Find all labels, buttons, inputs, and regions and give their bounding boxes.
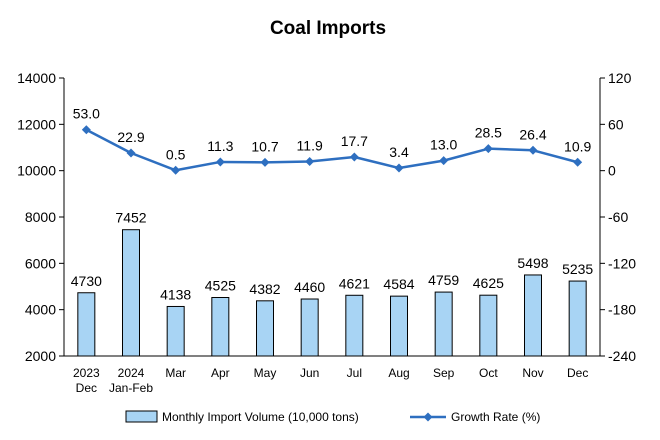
x-tick-label: Aug bbox=[388, 366, 409, 380]
growth-rate-point-1 bbox=[126, 148, 136, 158]
growth-rate-label: 22.9 bbox=[117, 129, 144, 145]
growth-rate-label: 0.5 bbox=[166, 146, 186, 162]
growth-rate-point-7 bbox=[394, 163, 404, 173]
growth-rate-point-11 bbox=[573, 157, 583, 167]
bar-value-label: 4621 bbox=[339, 275, 370, 291]
right-tick-label: -120 bbox=[608, 255, 636, 271]
x-tick-label: 2023 bbox=[73, 366, 100, 380]
growth-rate-point-4 bbox=[260, 157, 270, 167]
growth-rate-point-2 bbox=[171, 165, 181, 175]
right-tick-label: 120 bbox=[608, 70, 632, 86]
growth-rate-point-3 bbox=[215, 157, 225, 167]
plot-area: 4730 7452 4138 4525 4382 4460 4621 4584 4759 4625… bbox=[17, 70, 636, 395]
chart-title: Coal Imports bbox=[270, 18, 386, 39]
growth-rate-point-10 bbox=[528, 145, 538, 155]
x-tick-label: Jun bbox=[300, 366, 319, 380]
x-tick-label: 2024 bbox=[118, 366, 145, 380]
x-tick-label: May bbox=[254, 366, 277, 380]
bar-8 bbox=[434, 291, 453, 357]
legend-bar-label: Monthly Import Volume (10,000 tons) bbox=[162, 410, 359, 424]
left-tick-label: 10000 bbox=[17, 163, 56, 179]
bar-value-label: 4525 bbox=[205, 278, 236, 294]
bar-1 bbox=[122, 229, 140, 357]
left-tick-label: 12000 bbox=[17, 116, 56, 132]
legend-line-label: Growth Rate (%) bbox=[451, 410, 540, 424]
left-tick-label: 14000 bbox=[17, 70, 56, 86]
bar-7 bbox=[390, 295, 408, 357]
growth-rate-label: 13.0 bbox=[430, 137, 457, 153]
bar-10 bbox=[524, 274, 542, 357]
bar-value-label: 4460 bbox=[294, 279, 325, 295]
left-tick-label: 2000 bbox=[25, 348, 56, 364]
growth-rate-label: 3.4 bbox=[389, 144, 409, 160]
bar-value-label: 4625 bbox=[473, 275, 504, 291]
growth-rate-label: 28.5 bbox=[475, 125, 502, 141]
growth-rate-label: 11.3 bbox=[207, 138, 233, 154]
right-tick-label: -240 bbox=[608, 348, 636, 364]
growth-rate-point-9 bbox=[483, 144, 493, 154]
bar-value-label: 4759 bbox=[428, 272, 459, 288]
bar-11 bbox=[568, 280, 587, 357]
bar-value-label: 5235 bbox=[562, 261, 593, 277]
bar-6 bbox=[345, 294, 364, 357]
bar-5 bbox=[300, 298, 319, 357]
legend-bar-swatch bbox=[125, 410, 158, 423]
x-tick-label: Apr bbox=[211, 366, 230, 380]
growth-rate-label: 10.7 bbox=[251, 138, 278, 154]
bar-value-label: 4138 bbox=[160, 286, 191, 302]
bar-3 bbox=[211, 297, 230, 357]
x-tick-label: Nov bbox=[522, 366, 543, 380]
left-tick-label: 4000 bbox=[25, 302, 56, 318]
growth-rate-label: 26.4 bbox=[519, 126, 546, 142]
x-tick-label: Oct bbox=[479, 366, 498, 380]
x-tick-label: Jan-Feb bbox=[109, 381, 153, 395]
right-tick-label: 0 bbox=[608, 163, 616, 179]
bar-value-label: 4730 bbox=[71, 273, 102, 289]
left-tick-label: 8000 bbox=[25, 209, 56, 225]
x-tick-label: Jul bbox=[347, 366, 362, 380]
growth-rate-label: 53.0 bbox=[73, 106, 100, 122]
right-tick-label: 60 bbox=[608, 116, 624, 132]
growth-rate-label: 10.9 bbox=[564, 138, 591, 154]
bar-2 bbox=[166, 305, 185, 357]
right-tick-label: -180 bbox=[608, 302, 636, 318]
x-tick-label: Sep bbox=[433, 366, 455, 380]
bar-value-label: 5498 bbox=[517, 255, 548, 271]
left-tick-label: 6000 bbox=[25, 255, 56, 271]
bar-4 bbox=[256, 300, 274, 357]
growth-rate-label: 17.7 bbox=[341, 133, 368, 149]
x-tick-label: Mar bbox=[165, 366, 186, 380]
growth-rate-point-8 bbox=[439, 156, 449, 166]
legend: Monthly Import Volume (10,000 tons) Growt… bbox=[125, 410, 540, 424]
bar-0 bbox=[77, 292, 96, 357]
bar-value-label: 7452 bbox=[115, 210, 146, 226]
growth-rate-point-0 bbox=[81, 125, 91, 135]
growth-rate-point-6 bbox=[349, 152, 359, 162]
growth-rate-line bbox=[85, 128, 578, 172]
legend-line-marker bbox=[423, 412, 433, 422]
x-tick-label: Dec bbox=[76, 381, 97, 395]
growth-rate-label: 11.9 bbox=[297, 137, 323, 153]
bar-9 bbox=[479, 294, 498, 357]
bar-value-label: 4584 bbox=[383, 276, 414, 292]
x-tick-label: Dec bbox=[567, 366, 588, 380]
growth-rate-point-5 bbox=[305, 156, 315, 166]
bar-value-label: 4382 bbox=[249, 281, 280, 297]
right-tick-label: -60 bbox=[608, 209, 628, 225]
